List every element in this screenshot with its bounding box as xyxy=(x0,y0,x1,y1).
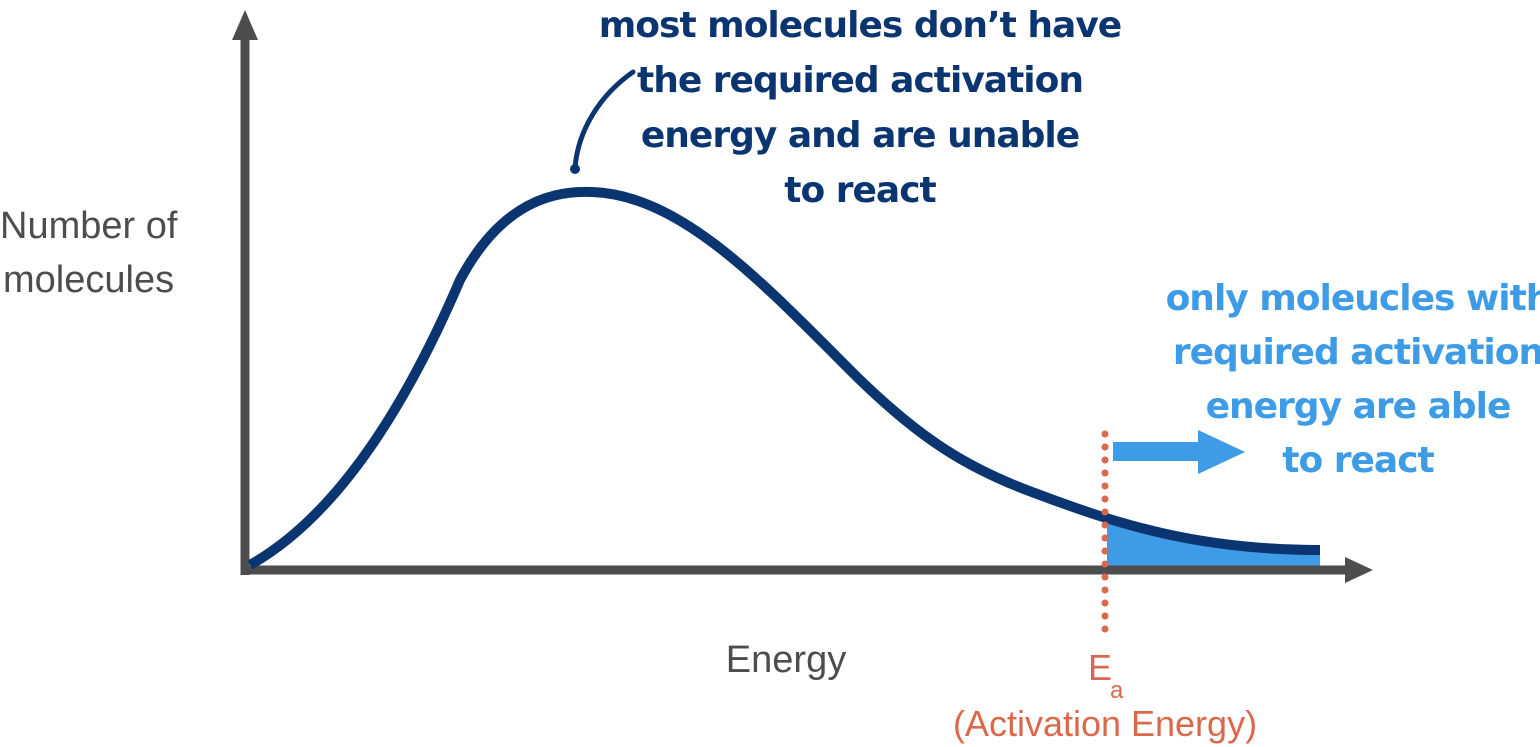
tail-note-line: required activation xyxy=(1173,332,1540,373)
tail-note-line: to react xyxy=(1282,440,1434,481)
peak-note-line: energy and are unable xyxy=(641,115,1079,156)
arrow-right-icon xyxy=(1113,430,1245,474)
reacting-molecules-area xyxy=(1107,516,1320,566)
distribution-curve xyxy=(247,186,1321,570)
y-axis-label-line1: Number of xyxy=(0,205,178,247)
x-axis-arrowhead xyxy=(1345,557,1373,583)
peak-note-line: most molecules don’t have xyxy=(599,5,1121,46)
x-axis-label: Energy xyxy=(726,639,846,681)
peak-note-line: the required activation xyxy=(637,60,1083,101)
y-axis-arrowhead xyxy=(232,10,258,40)
activation-subscript: a xyxy=(1110,677,1124,704)
tail-note-line: only moleucles with xyxy=(1166,278,1540,319)
tail-note-line: energy are able xyxy=(1206,386,1511,427)
activation-symbol: E xyxy=(1088,647,1112,688)
activation-caption: (Activation Energy) xyxy=(953,703,1257,744)
peak-note-line: to react xyxy=(784,170,936,211)
y-axis-label-line2: molecules xyxy=(3,259,174,301)
annotation-pointer xyxy=(572,69,636,171)
annotation-pointer-dot xyxy=(570,164,580,174)
